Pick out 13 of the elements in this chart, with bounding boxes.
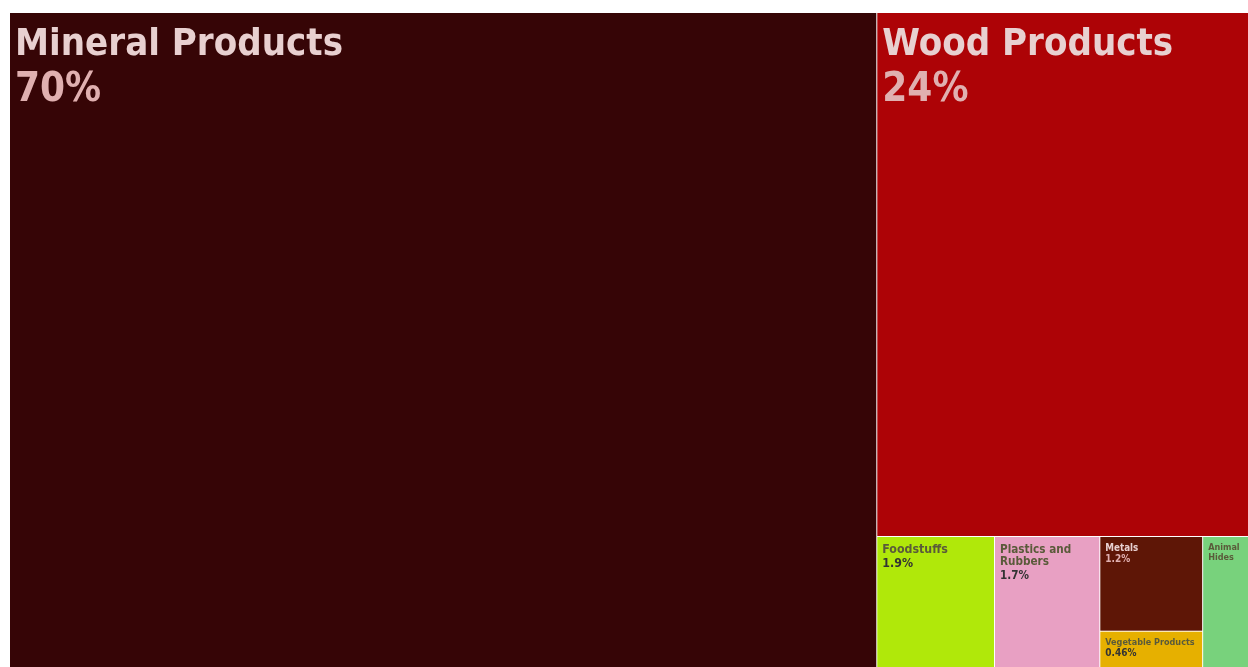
category-label: Wood Products [882, 20, 1174, 64]
category-label: Metals [1105, 541, 1139, 553]
data-label: 70% [15, 64, 102, 110]
category-label: Plastics and Rubbers [1000, 541, 1072, 569]
data-label: 24% [882, 64, 969, 110]
data-label: 1.2% [1105, 553, 1131, 565]
category-label: Vegetable Products [1105, 636, 1195, 647]
category-label: Mineral Products [15, 20, 343, 64]
category-label: Foodstuffs [882, 542, 949, 557]
data-label: 1.7% [1000, 567, 1030, 582]
data-label: 1.9% [882, 556, 913, 571]
data-label: 0.46% [1105, 647, 1137, 659]
category-label: Animal Hides [1208, 542, 1240, 562]
